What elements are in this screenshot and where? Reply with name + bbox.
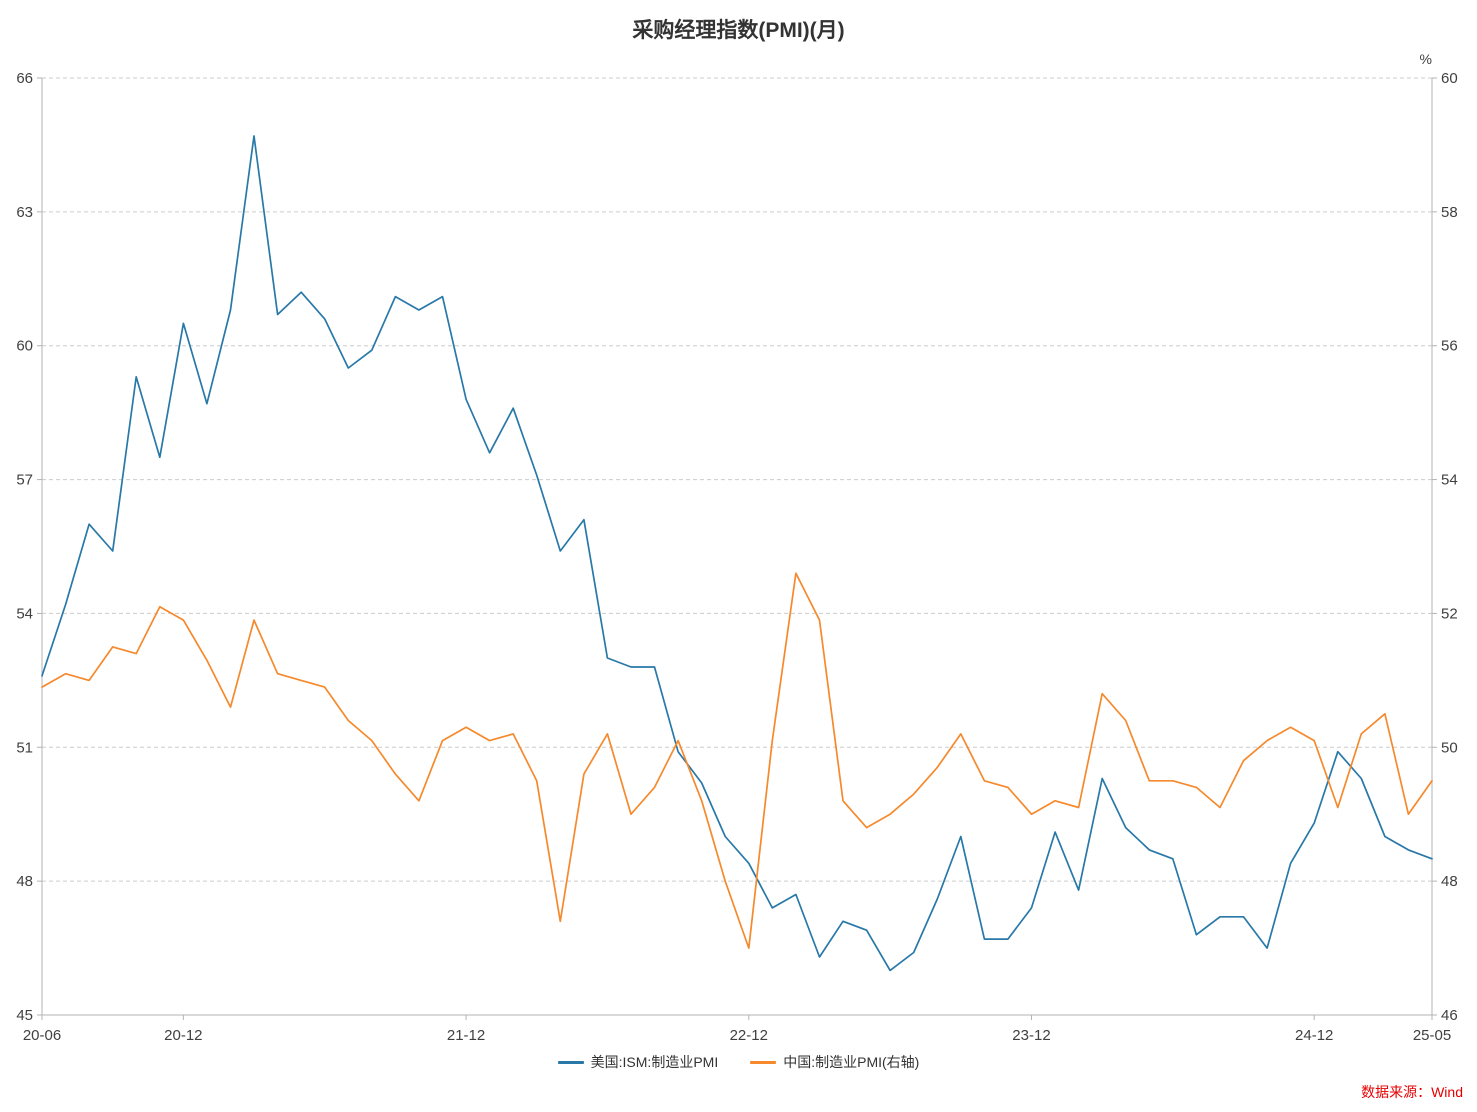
right-axis-tick-label: 52 <box>1441 605 1458 622</box>
legend-label-china: 中国:制造业PMI(右轴) <box>783 1054 920 1070</box>
legend-item-us-ism-pmi[interactable]: 美国:ISM:制造业PMI <box>557 1052 719 1072</box>
x-axis-tick-label: 23-12 <box>1012 1027 1050 1044</box>
left-axis-tick-label: 51 <box>16 739 33 756</box>
x-axis-tick-label: 25-05 <box>1413 1027 1451 1044</box>
series-line-0 <box>41 135 1433 972</box>
legend-swatch-us <box>557 1060 584 1064</box>
x-axis-tick-label: 21-12 <box>447 1027 485 1044</box>
legend-item-china-pmi[interactable]: 中国:制造业PMI(右轴) <box>750 1052 919 1072</box>
series-line-1 <box>41 572 1433 949</box>
left-axis-tick-label: 45 <box>16 1007 33 1024</box>
left-axis-tick-label: 57 <box>16 472 33 489</box>
left-axis-tick-label: 60 <box>16 338 33 355</box>
right-axis-tick-label: 56 <box>1441 338 1458 355</box>
right-axis-tick-label: 60 <box>1441 70 1458 87</box>
left-axis-tick-label: 66 <box>16 70 33 87</box>
data-source: 数据来源：Wind <box>1361 1084 1463 1100</box>
x-axis-tick-label: 20-12 <box>164 1027 202 1044</box>
right-axis-tick-label: 50 <box>1441 739 1458 756</box>
x-axis-tick-label: 22-12 <box>730 1027 768 1044</box>
chart-title: 采购经理指数(PMI)(月) <box>632 19 845 42</box>
left-axis-tick-label: 63 <box>16 204 33 221</box>
x-axis-tick-label: 24-12 <box>1295 1027 1333 1044</box>
right-axis-tick-label: 48 <box>1441 873 1458 890</box>
left-axis-tick-label: 48 <box>16 873 33 890</box>
left-axis-tick-label: 54 <box>16 605 33 622</box>
right-axis-tick-label: 58 <box>1441 204 1458 221</box>
x-axis-tick-label: 20-06 <box>23 1027 61 1044</box>
legend: 美国:ISM:制造业PMI 中国:制造业PMI(右轴) <box>0 1052 1477 1072</box>
right-axis-unit-label: % <box>1420 51 1432 67</box>
legend-swatch-china <box>750 1060 777 1064</box>
legend-label-us: 美国:ISM:制造业PMI <box>590 1054 719 1070</box>
right-axis-tick-label: 46 <box>1441 1007 1458 1024</box>
right-axis-tick-label: 54 <box>1441 472 1458 489</box>
